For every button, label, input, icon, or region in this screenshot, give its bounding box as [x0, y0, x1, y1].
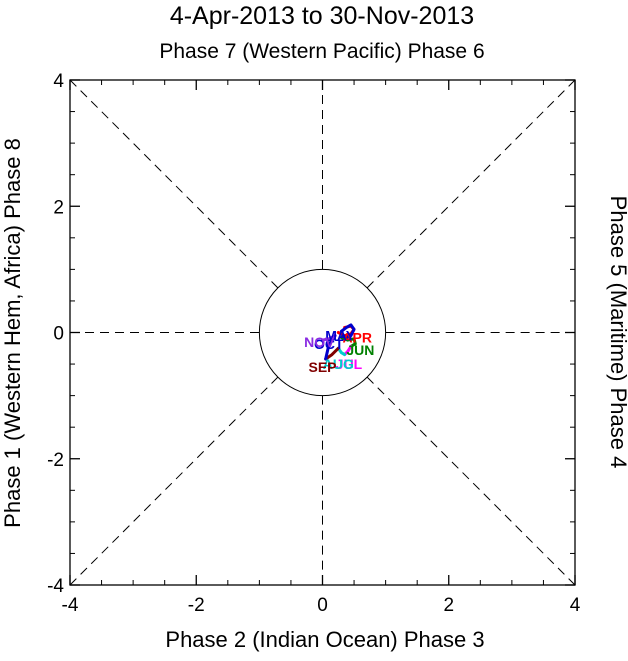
month-label-jun: JUN [346, 342, 374, 358]
bottom-phase-label: Phase 2 (Indian Ocean) Phase 3 [165, 627, 484, 652]
x-tick-label: 4 [570, 595, 581, 616]
month-label-may: MAY [325, 328, 355, 344]
y-tick-label: 4 [53, 71, 64, 92]
month-label-aug: AUG [323, 356, 354, 372]
diagonal-dashed-line-ne [366, 79, 576, 289]
y-tick-label: -4 [47, 576, 64, 597]
series-line-sep [324, 346, 340, 361]
chart-title: 4-Apr-2013 to 30-Nov-2013 [170, 2, 474, 30]
left-phase-label: Phase 1 (Western Hem, Africa) Phase 8 [0, 138, 25, 528]
month-label-sep: SEP [308, 359, 336, 375]
x-tick-label: -4 [62, 595, 79, 616]
series-line-aug [336, 346, 347, 357]
y-tick-label: 2 [53, 197, 64, 218]
x-tick-label: 2 [443, 595, 454, 616]
unit-circle [258, 268, 387, 397]
series-line-oct [324, 334, 337, 361]
y-tick-label: 0 [53, 324, 64, 345]
top-phase-label: Phase 7 (Western Pacific) Phase 6 [159, 40, 484, 63]
month-label-apr: APR [342, 330, 372, 346]
right-phase-label: Phase 5 (Maritime) Phase 4 [606, 196, 628, 469]
month-label-nov: NOV [304, 334, 335, 350]
diagonal-dashed-line-se [366, 376, 576, 586]
diagonal-dashed-line-nw [69, 79, 279, 289]
x-tick-label: 0 [317, 595, 328, 616]
y-tick-label: -2 [47, 450, 64, 471]
diagonal-dashed-line-sw [69, 376, 279, 586]
series-line-may [339, 323, 356, 340]
month-label-oct: OCT [314, 336, 344, 352]
month-label-jul: JUL [336, 356, 363, 372]
series-line-jun [339, 336, 357, 348]
series-line-nov [321, 334, 337, 342]
x-tick-label: -2 [188, 595, 205, 616]
